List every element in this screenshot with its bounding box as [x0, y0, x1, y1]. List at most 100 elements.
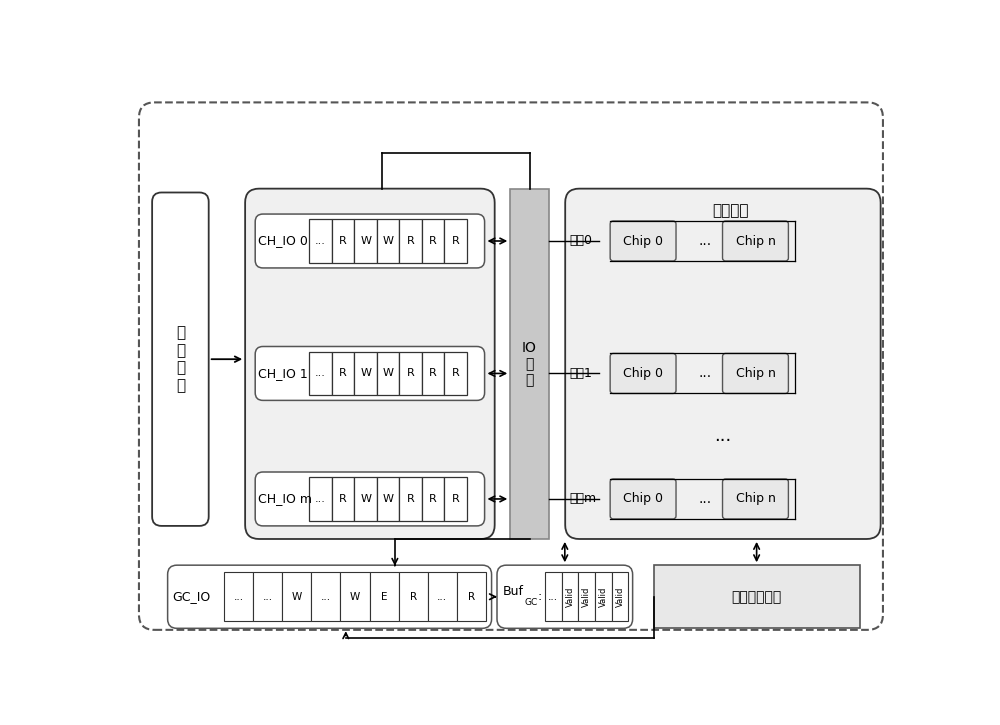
Text: Chip n: Chip n: [736, 367, 775, 380]
FancyBboxPatch shape: [610, 479, 676, 519]
Bar: [399, 352, 422, 395]
Bar: [612, 572, 628, 621]
Text: R: R: [429, 236, 437, 246]
FancyBboxPatch shape: [497, 566, 633, 629]
Text: Chip 0: Chip 0: [623, 234, 663, 247]
FancyBboxPatch shape: [610, 221, 676, 261]
Text: W: W: [383, 236, 394, 246]
Bar: [354, 220, 377, 262]
Bar: [510, 188, 549, 539]
Text: W: W: [383, 494, 394, 504]
FancyBboxPatch shape: [565, 188, 881, 539]
Text: ...: ...: [315, 368, 326, 378]
FancyBboxPatch shape: [723, 353, 788, 394]
Text: R: R: [452, 236, 459, 246]
Bar: [224, 572, 253, 621]
Text: R: R: [429, 494, 437, 504]
Text: ...: ...: [548, 592, 558, 602]
Bar: [399, 572, 428, 621]
Text: R: R: [339, 368, 347, 378]
Bar: [282, 572, 311, 621]
Text: 垃圾回收决策: 垃圾回收决策: [732, 589, 782, 604]
Text: E: E: [381, 592, 387, 602]
FancyBboxPatch shape: [723, 479, 788, 519]
Bar: [399, 477, 422, 521]
Text: Chip n: Chip n: [736, 234, 775, 247]
Text: 主
机
队
列: 主 机 队 列: [176, 326, 185, 393]
FancyBboxPatch shape: [245, 188, 495, 539]
Text: 通道1: 通道1: [569, 367, 592, 380]
Bar: [311, 572, 340, 621]
Text: GC_IO: GC_IO: [172, 590, 211, 603]
Text: Valid: Valid: [599, 587, 608, 607]
FancyBboxPatch shape: [152, 193, 209, 526]
Text: ...: ...: [321, 592, 331, 602]
Bar: [422, 220, 444, 262]
Bar: [578, 572, 595, 621]
FancyBboxPatch shape: [255, 214, 485, 268]
Text: ...: ...: [315, 236, 326, 246]
Text: ...: ...: [263, 592, 273, 602]
Text: R: R: [407, 494, 414, 504]
Text: R: R: [452, 368, 459, 378]
Text: CH_IO 1: CH_IO 1: [258, 367, 307, 380]
Bar: [340, 572, 370, 621]
Bar: [422, 352, 444, 395]
Text: ...: ...: [699, 492, 712, 506]
Text: Buf: Buf: [503, 585, 524, 598]
Bar: [399, 220, 422, 262]
FancyBboxPatch shape: [723, 221, 788, 261]
Text: Valid: Valid: [566, 587, 575, 607]
Text: R: R: [407, 368, 414, 378]
Text: IO
调
度: IO 调 度: [522, 341, 537, 387]
FancyBboxPatch shape: [139, 102, 883, 630]
Text: ...: ...: [437, 592, 447, 602]
Text: R: R: [452, 494, 459, 504]
Text: 底层闪存: 底层闪存: [712, 203, 749, 218]
Text: W: W: [292, 592, 302, 602]
Text: ...: ...: [699, 234, 712, 248]
Bar: [377, 220, 399, 262]
Text: R: R: [339, 236, 347, 246]
Text: Chip 0: Chip 0: [623, 492, 663, 505]
Text: Valid: Valid: [616, 587, 625, 607]
Bar: [370, 572, 399, 621]
Text: 通道m: 通道m: [569, 492, 596, 505]
Text: Chip 0: Chip 0: [623, 367, 663, 380]
Text: R: R: [407, 236, 414, 246]
FancyBboxPatch shape: [255, 347, 485, 400]
Text: :: :: [537, 590, 542, 603]
Text: ...: ...: [699, 366, 712, 381]
Bar: [332, 220, 354, 262]
FancyBboxPatch shape: [255, 472, 485, 526]
Bar: [309, 477, 332, 521]
Bar: [422, 477, 444, 521]
Text: W: W: [360, 494, 371, 504]
Bar: [309, 352, 332, 395]
Bar: [595, 572, 612, 621]
Bar: [377, 477, 399, 521]
Text: Valid: Valid: [582, 587, 591, 607]
Text: GC: GC: [524, 597, 537, 607]
Text: R: R: [429, 368, 437, 378]
Bar: [309, 220, 332, 262]
Bar: [428, 572, 457, 621]
Bar: [354, 352, 377, 395]
Bar: [377, 352, 399, 395]
Bar: [253, 572, 282, 621]
Text: ...: ...: [714, 427, 732, 445]
Bar: [444, 220, 467, 262]
Text: ...: ...: [315, 494, 326, 504]
Text: W: W: [350, 592, 360, 602]
Bar: [444, 477, 467, 521]
Text: 通道0: 通道0: [569, 234, 592, 247]
Bar: [457, 572, 486, 621]
Text: CH_IO m: CH_IO m: [258, 492, 312, 505]
Bar: [444, 352, 467, 395]
Text: R: R: [410, 592, 417, 602]
Bar: [332, 352, 354, 395]
FancyBboxPatch shape: [168, 566, 492, 629]
Bar: [354, 477, 377, 521]
Text: ...: ...: [234, 592, 244, 602]
Text: W: W: [360, 368, 371, 378]
